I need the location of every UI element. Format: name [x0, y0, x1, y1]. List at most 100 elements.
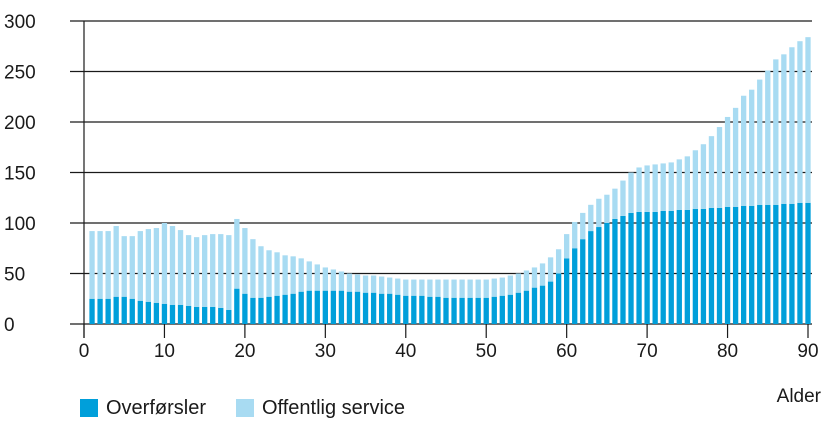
bar-transfers-age-71 [652, 211, 658, 324]
bar-transfers-age-62 [580, 239, 586, 324]
bar-public-service-age-78 [708, 136, 715, 208]
x-tick-label-60: 60 [556, 341, 577, 362]
bar-transfers-age-88 [789, 203, 795, 324]
bar-transfers-age-74 [676, 209, 682, 324]
bar-transfers-age-36 [370, 292, 377, 324]
bar-transfers-age-31 [330, 290, 337, 324]
bar-transfers-age-68 [628, 212, 634, 324]
bar-public-service-age-82 [740, 95, 747, 206]
bar-transfers-age-33 [346, 291, 353, 324]
legend-item-transfers: Overførsler [80, 397, 206, 419]
bar-public-service-age-71 [652, 164, 658, 212]
bar-transfers-age-37 [378, 293, 385, 324]
bar-transfers-age-15 [202, 306, 208, 324]
bar-transfers-age-47 [459, 297, 465, 324]
bar-transfers-age-22 [258, 297, 264, 324]
bar-transfers-age-49 [475, 297, 481, 324]
bar-public-service-age-50 [483, 279, 489, 298]
bar-public-service-age-30 [322, 267, 328, 291]
bar-public-service-age-43 [427, 279, 433, 297]
bar-public-service-age-57 [539, 263, 546, 286]
bar-public-service-age-7 [137, 231, 143, 301]
bar-public-service-age-22 [258, 246, 264, 298]
x-tick-label-20: 20 [234, 341, 255, 362]
bar-public-service-age-47 [459, 279, 465, 298]
bar-public-service-age-10 [161, 223, 168, 304]
bar-public-service-age-25 [282, 255, 288, 295]
bar-transfers-age-32 [338, 290, 345, 324]
bar-public-service-age-79 [716, 127, 723, 208]
bar-public-service-age-29 [314, 264, 320, 291]
bar-transfers-age-8 [145, 301, 152, 324]
bar-transfers-age-69 [636, 211, 642, 324]
bar-public-service-age-75 [684, 156, 690, 210]
x-tick-label-10: 10 [154, 341, 175, 362]
bar-transfers-age-85 [765, 204, 771, 324]
bar-transfers-age-19 [234, 288, 240, 324]
bar-public-service-age-39 [395, 278, 401, 295]
bar-transfers-age-57 [539, 285, 546, 324]
bar-public-service-age-15 [202, 235, 208, 307]
bar-transfers-age-89 [797, 202, 803, 324]
bar-transfers-age-6 [129, 298, 135, 324]
bar-public-service-age-59 [555, 249, 562, 274]
bar-transfers-age-25 [282, 294, 288, 324]
bar-public-service-age-74 [676, 159, 682, 210]
bar-public-service-age-77 [700, 144, 707, 209]
bar-transfers-age-90 [805, 202, 811, 324]
bar-public-service-age-63 [588, 204, 594, 232]
bar-public-service-age-28 [306, 261, 312, 291]
bar-transfers-age-7 [137, 300, 143, 324]
bar-transfers-age-9 [153, 302, 160, 324]
bar-public-service-age-66 [612, 188, 618, 219]
bar-transfers-age-80 [724, 206, 731, 324]
bar-transfers-age-45 [443, 297, 449, 324]
bar-transfers-age-73 [668, 210, 674, 324]
bar-transfers-age-84 [757, 204, 763, 324]
bar-transfers-age-75 [684, 209, 690, 324]
bar-public-service-age-46 [451, 279, 457, 298]
legend-label-public-service: Offentlig service [262, 397, 406, 419]
bar-public-service-age-11 [169, 226, 176, 305]
bar-transfers-age-67 [620, 215, 626, 324]
bar-public-service-age-27 [298, 258, 304, 292]
bar-transfers-age-18 [226, 309, 232, 324]
bar-public-service-age-37 [378, 276, 385, 294]
bar-transfers-age-17 [218, 307, 224, 324]
bar-transfers-age-81 [732, 206, 739, 324]
bar-transfers-age-2 [97, 298, 103, 324]
bar-transfers-age-87 [781, 203, 787, 324]
bar-transfers-age-53 [507, 294, 514, 324]
bar-public-service-age-83 [749, 89, 755, 206]
bar-transfers-age-46 [451, 297, 457, 324]
bar-transfers-age-13 [185, 305, 192, 324]
bar-public-service-age-4 [113, 226, 119, 297]
bar-public-service-age-42 [419, 279, 425, 296]
bar-public-service-age-58 [547, 257, 554, 282]
x-tick-label-0: 0 [79, 341, 90, 362]
bar-transfers-age-10 [161, 303, 168, 324]
bar-public-service-age-80 [724, 116, 731, 207]
bar-public-service-age-23 [266, 250, 272, 297]
y-tick-label-50: 50 [4, 265, 25, 286]
bar-public-service-age-55 [523, 270, 530, 291]
x-tick-label-90: 90 [797, 341, 818, 362]
bar-public-service-age-51 [491, 278, 497, 297]
bar-public-service-age-62 [580, 212, 586, 240]
bar-transfers-age-64 [596, 227, 602, 324]
bar-public-service-age-21 [250, 239, 256, 298]
bar-public-service-age-72 [660, 163, 666, 211]
bar-transfers-age-5 [121, 296, 127, 324]
bars [89, 37, 811, 324]
bar-transfers-age-58 [547, 281, 554, 324]
bar-transfers-age-72 [660, 210, 666, 324]
bar-transfers-age-40 [403, 295, 409, 324]
bar-public-service-age-88 [789, 47, 795, 204]
bar-public-service-age-20 [242, 228, 248, 294]
bar-public-service-age-6 [129, 236, 135, 299]
legend-swatch-public-service [236, 399, 254, 417]
bar-transfers-age-77 [700, 208, 707, 324]
bar-transfers-age-79 [716, 207, 723, 324]
bar-public-service-age-3 [105, 231, 111, 299]
bar-transfers-age-83 [749, 205, 755, 324]
